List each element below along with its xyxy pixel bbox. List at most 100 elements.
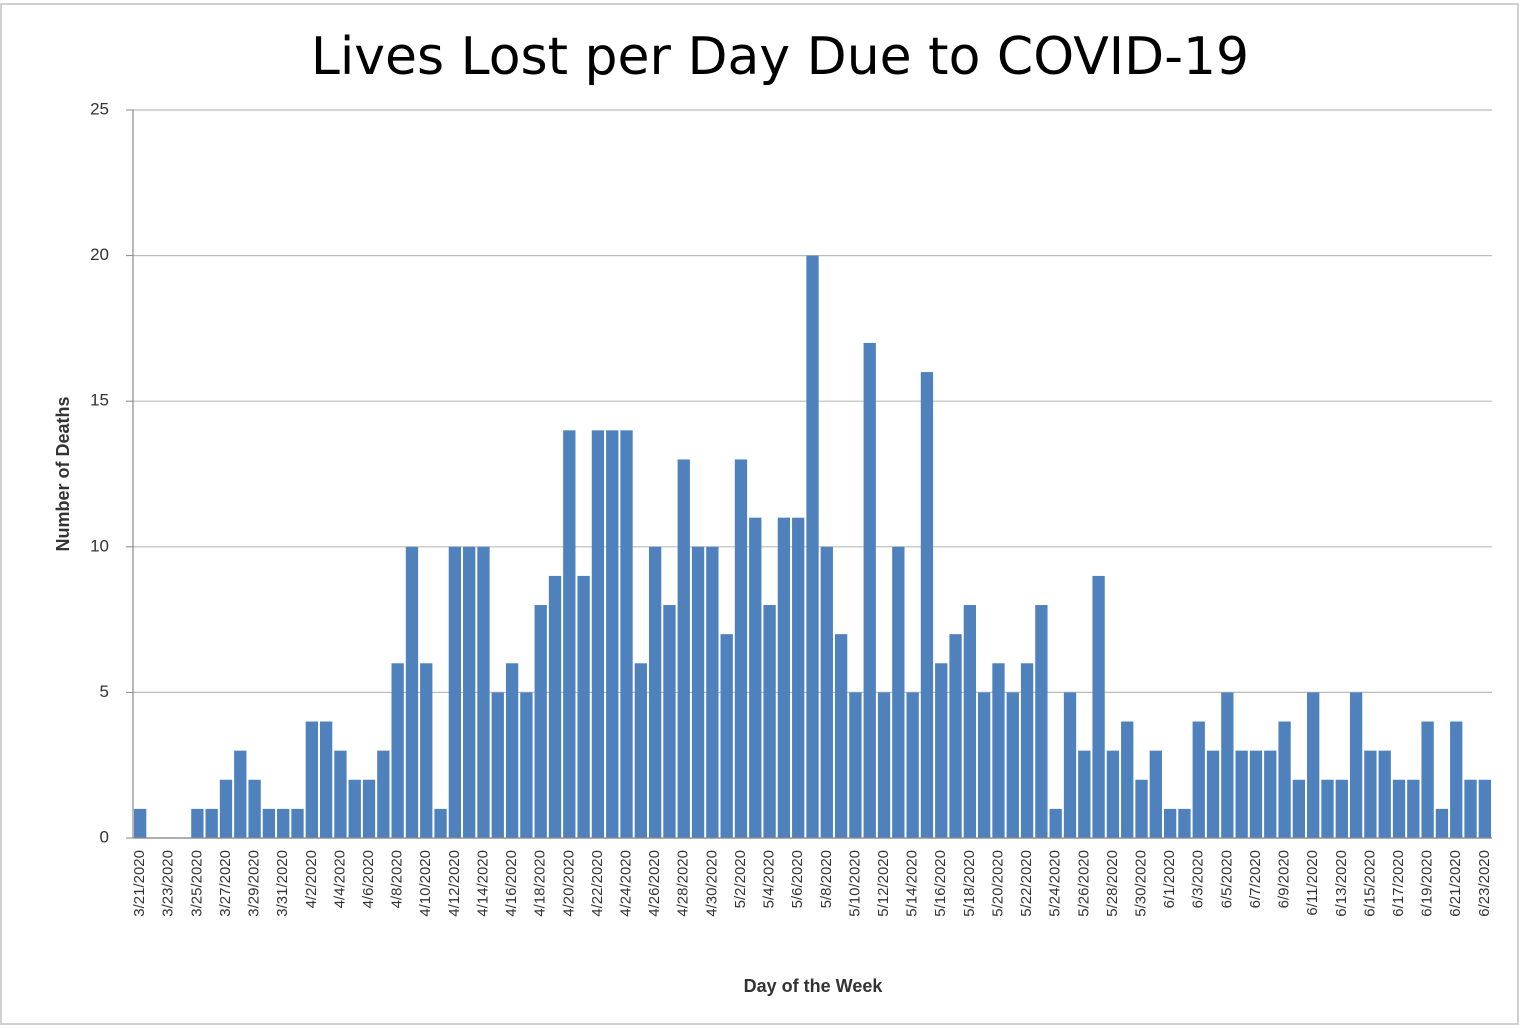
bar — [1321, 779, 1334, 838]
bar — [1049, 808, 1062, 838]
x-tick-label: 3/27/2020 — [217, 850, 234, 917]
bar — [634, 663, 647, 838]
bar — [978, 692, 991, 838]
bar — [291, 808, 304, 838]
bar — [949, 634, 962, 838]
bar — [834, 634, 848, 838]
bar — [1378, 750, 1391, 838]
x-tick-label: 4/16/2020 — [503, 850, 520, 917]
x-tick-label: 6/1/2020 — [1161, 850, 1178, 908]
bar — [1407, 779, 1420, 838]
x-tick-label: 5/20/2020 — [989, 850, 1006, 917]
y-tick-label: 5 — [100, 682, 109, 701]
x-tick-label: 5/2/2020 — [732, 850, 749, 908]
bar — [1078, 750, 1091, 838]
x-tick-label: 6/9/2020 — [1276, 850, 1293, 908]
bar — [1121, 721, 1134, 838]
bar — [806, 255, 819, 839]
bar — [1364, 750, 1377, 838]
x-tick-label: 6/21/2020 — [1447, 850, 1464, 917]
x-tick-label: 5/26/2020 — [1075, 850, 1092, 917]
bar — [935, 663, 948, 838]
bar — [1264, 750, 1277, 838]
x-tick-label: 3/29/2020 — [246, 850, 263, 917]
y-axis-label: Number of Deaths — [53, 396, 73, 551]
x-tick-label: 4/30/2020 — [703, 850, 720, 917]
bar — [1335, 779, 1348, 838]
bar — [1106, 750, 1120, 838]
bar — [434, 808, 447, 838]
bar — [620, 430, 633, 838]
bar — [863, 342, 876, 838]
x-tick-label: 4/18/2020 — [532, 850, 549, 917]
bar — [348, 779, 361, 838]
x-tick-label: 6/19/2020 — [1419, 850, 1436, 917]
bar — [963, 605, 977, 838]
bar — [1278, 721, 1291, 838]
x-tick-label: 5/18/2020 — [961, 850, 978, 917]
x-axis-label: Day of the Week — [744, 976, 884, 996]
bar — [1464, 779, 1477, 838]
bar — [420, 663, 433, 838]
bar — [520, 692, 533, 838]
x-tick-label: 4/12/2020 — [446, 850, 463, 917]
bar — [505, 663, 519, 838]
bar — [1249, 750, 1263, 838]
y-tick-label: 10 — [90, 536, 109, 555]
y-tick-label: 25 — [90, 99, 109, 118]
x-tick-label: 3/23/2020 — [160, 850, 177, 917]
bar — [849, 692, 862, 838]
x-tick-label: 5/28/2020 — [1104, 850, 1121, 917]
x-tick-label: 4/2/2020 — [303, 850, 320, 908]
bar — [648, 546, 662, 838]
bar — [534, 605, 547, 838]
bar — [877, 692, 891, 838]
y-tick-label: 20 — [90, 245, 109, 264]
x-tick-label: 5/16/2020 — [932, 850, 949, 917]
bar — [1178, 808, 1191, 838]
bar — [1063, 692, 1077, 838]
bar — [777, 517, 791, 838]
bar — [1035, 605, 1048, 838]
bar — [305, 721, 318, 838]
bar — [1307, 692, 1320, 838]
bar — [563, 430, 576, 838]
bar — [1292, 779, 1306, 838]
bar — [1020, 663, 1034, 838]
bar — [448, 546, 462, 838]
bar — [234, 750, 247, 838]
x-tick-label: 3/21/2020 — [131, 850, 148, 917]
bar — [820, 546, 833, 838]
bar — [334, 750, 347, 838]
bar — [377, 750, 390, 838]
bar — [1435, 808, 1449, 838]
bar — [1192, 721, 1205, 838]
x-tick-label: 5/4/2020 — [761, 850, 778, 908]
chart-title: Lives Lost per Day Due to COVID-19 — [311, 27, 1249, 87]
bar — [1349, 692, 1363, 838]
x-tick-label: 3/31/2020 — [274, 850, 291, 917]
x-tick-label: 5/10/2020 — [846, 850, 863, 917]
chart-frame — [0, 3, 1519, 1025]
bar — [749, 517, 762, 838]
bar — [405, 546, 419, 838]
bar — [1478, 779, 1491, 838]
bar — [134, 808, 147, 838]
x-tick-label: 4/26/2020 — [646, 850, 663, 917]
y-tick-label: 15 — [90, 391, 109, 410]
x-tick-label: 4/10/2020 — [417, 850, 434, 917]
bar — [548, 575, 562, 838]
x-tick-label: 4/14/2020 — [474, 850, 491, 917]
bar — [1149, 750, 1162, 838]
x-tick-label: 4/28/2020 — [675, 850, 692, 917]
x-tick-label: 5/14/2020 — [904, 850, 921, 917]
y-tick-label: 0 — [100, 827, 109, 846]
x-tick-label: 5/22/2020 — [1018, 850, 1035, 917]
bar — [691, 546, 705, 838]
bar — [1135, 779, 1148, 838]
bar — [677, 459, 690, 838]
bar — [1421, 721, 1434, 838]
bar — [706, 546, 719, 838]
x-tick-label: 4/4/2020 — [331, 850, 348, 908]
